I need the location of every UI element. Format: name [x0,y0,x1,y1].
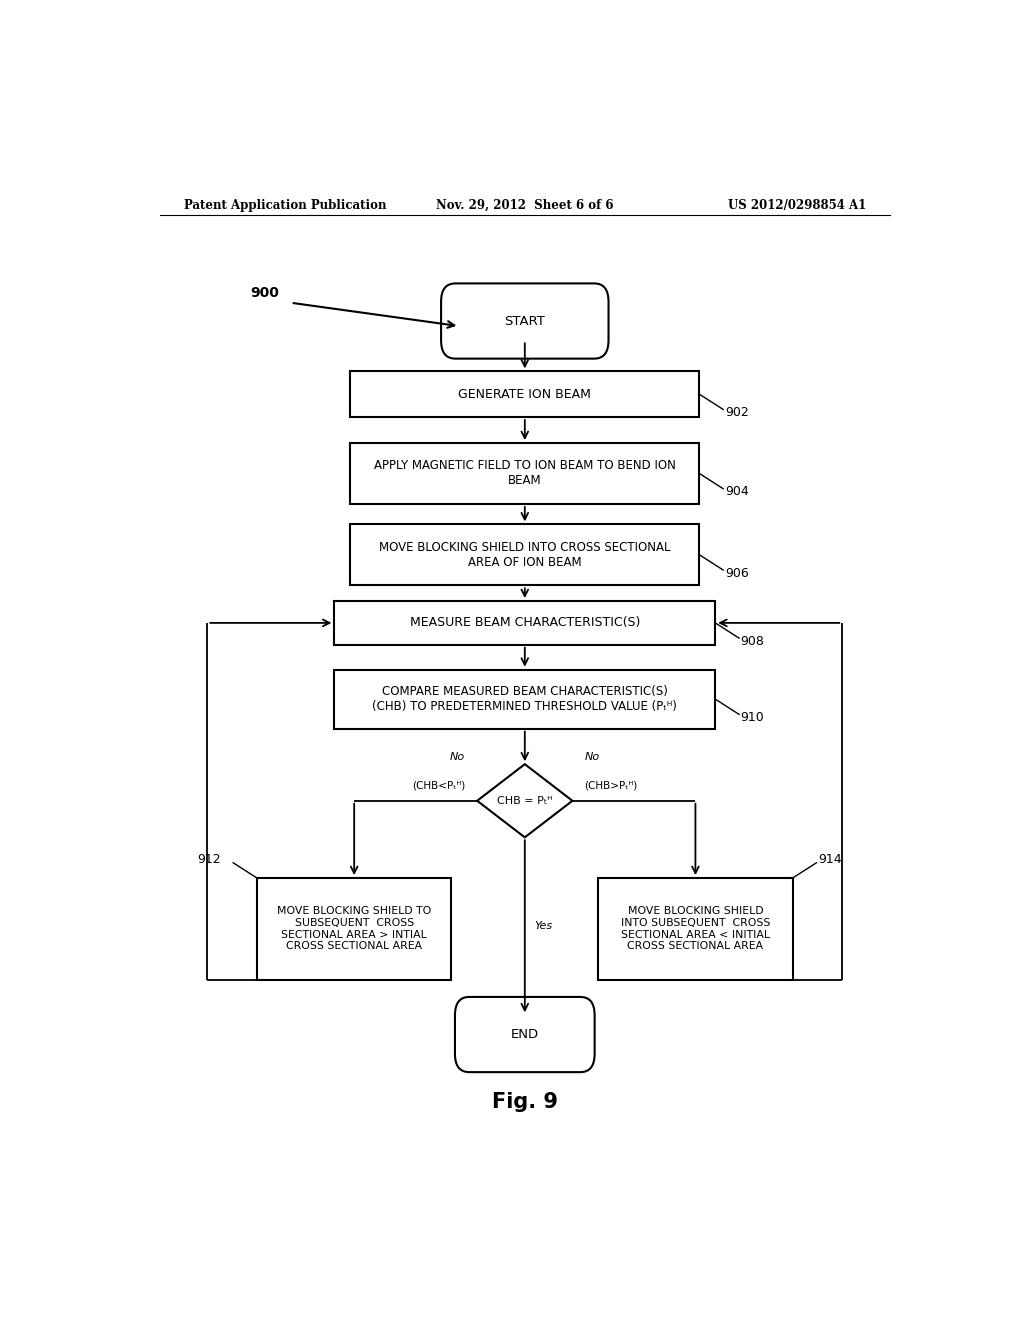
Bar [334,601,715,644]
Text: COMPARE MEASURED BEAM CHARACTERISTIC(S)
(CHB) TO PREDETERMINED THRESHOLD VALUE (: COMPARE MEASURED BEAM CHARACTERISTIC(S) … [373,685,677,713]
Bar [598,878,793,979]
Text: 906: 906 [725,566,749,579]
Text: 912: 912 [198,853,221,866]
Text: MOVE BLOCKING SHIELD TO
SUBSEQUENT  CROSS
SECTIONAL AREA > INTIAL
CROSS SECTIONA: MOVE BLOCKING SHIELD TO SUBSEQUENT CROSS… [278,907,431,952]
Text: US 2012/0298854 A1: US 2012/0298854 A1 [728,198,866,211]
Text: MOVE BLOCKING SHIELD INTO CROSS SECTIONAL
AREA OF ION BEAM: MOVE BLOCKING SHIELD INTO CROSS SECTIONA… [379,541,671,569]
Text: GENERATE ION BEAM: GENERATE ION BEAM [459,388,591,401]
Text: No: No [451,752,465,762]
Bar [257,878,452,979]
Text: START: START [505,314,545,327]
Text: Yes: Yes [535,921,553,932]
Bar [350,371,699,417]
Text: 902: 902 [725,407,749,418]
Text: MEASURE BEAM CHARACTERISTIC(S): MEASURE BEAM CHARACTERISTIC(S) [410,616,640,630]
Text: CHB = Pₜᴴ: CHB = Pₜᴴ [497,796,553,805]
FancyBboxPatch shape [455,997,595,1072]
Text: 908: 908 [740,635,765,648]
Text: (CHB<Pₜᴴ): (CHB<Pₜᴴ) [412,780,465,791]
Text: MOVE BLOCKING SHIELD
INTO SUBSEQUENT  CROSS
SECTIONAL AREA < INITIAL
CROSS SECTI: MOVE BLOCKING SHIELD INTO SUBSEQUENT CRO… [621,907,770,952]
Text: No: No [585,752,599,762]
Text: (CHB>Pₜᴴ): (CHB>Pₜᴴ) [585,780,638,791]
Text: Patent Application Publication: Patent Application Publication [183,198,386,211]
Text: END: END [511,1028,539,1041]
Bar [350,524,699,585]
Text: 910: 910 [740,711,764,723]
Text: 900: 900 [250,285,279,300]
Polygon shape [477,764,572,837]
Bar [350,444,699,504]
Text: APPLY MAGNETIC FIELD TO ION BEAM TO BEND ION
BEAM: APPLY MAGNETIC FIELD TO ION BEAM TO BEND… [374,459,676,487]
Bar [334,669,715,729]
Text: 904: 904 [725,486,749,498]
FancyBboxPatch shape [441,284,608,359]
Text: 914: 914 [818,853,842,866]
Text: Nov. 29, 2012  Sheet 6 of 6: Nov. 29, 2012 Sheet 6 of 6 [436,198,613,211]
Text: Fig. 9: Fig. 9 [492,1092,558,1111]
